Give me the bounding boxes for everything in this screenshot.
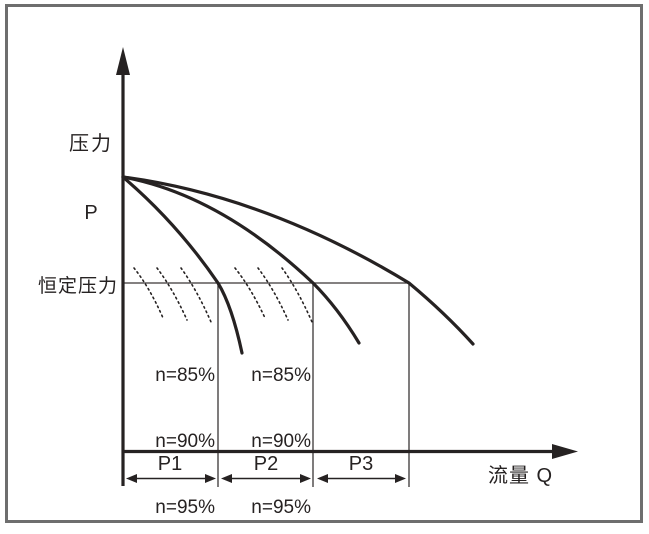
y-axis-arrowhead-icon — [116, 47, 130, 75]
efficiency-labels-left: n=85% n=90% n=95% — [129, 321, 215, 534]
outer-frame — [5, 4, 643, 523]
efficiency-label: n=90% — [155, 431, 215, 452]
efficiency-label: n=95% — [155, 497, 215, 518]
pump-curve-3 — [121, 175, 475, 346]
axes — [116, 47, 578, 486]
p1-extent-arrow — [126, 474, 216, 483]
y-axis-label-symbol: P — [84, 202, 98, 224]
efficiency-label: n=90% — [251, 431, 311, 452]
segment-label-p1: P1 — [157, 453, 183, 475]
pump-curve-1 — [121, 175, 244, 355]
segment-extent-arrows — [126, 474, 406, 483]
y-axis-label-cn: 压力 — [69, 133, 113, 155]
pump-curve-2 — [121, 175, 361, 345]
efficiency-arc — [257, 267, 289, 321]
efficiency-arc — [180, 267, 212, 323]
x-axis-arrowhead-icon — [552, 444, 578, 459]
constant-pressure-label: 恒定压力 — [37, 276, 118, 297]
x-axis-label: 流量 Q — [488, 465, 554, 487]
segment-label-p3: P3 — [348, 453, 374, 475]
p3-extent-arrow — [317, 474, 406, 483]
efficiency-arc — [234, 267, 266, 319]
y-axis-label: 压力 P — [58, 87, 124, 271]
efficiency-label: n=85% — [251, 365, 311, 386]
efficiency-arc — [133, 267, 164, 319]
efficiency-label: n=85% — [155, 365, 215, 386]
efficiency-label: n=95% — [251, 497, 311, 518]
efficiency-labels-right: n=85% n=90% n=95% — [225, 321, 311, 534]
efficiency-arcs-right — [234, 267, 313, 323]
efficiency-arc — [156, 267, 188, 321]
p2-extent-arrow — [221, 474, 311, 483]
pump-curves — [121, 175, 475, 355]
segment-label-p2: P2 — [253, 453, 279, 475]
efficiency-arcs-left — [133, 267, 212, 323]
efficiency-arc — [281, 267, 313, 323]
